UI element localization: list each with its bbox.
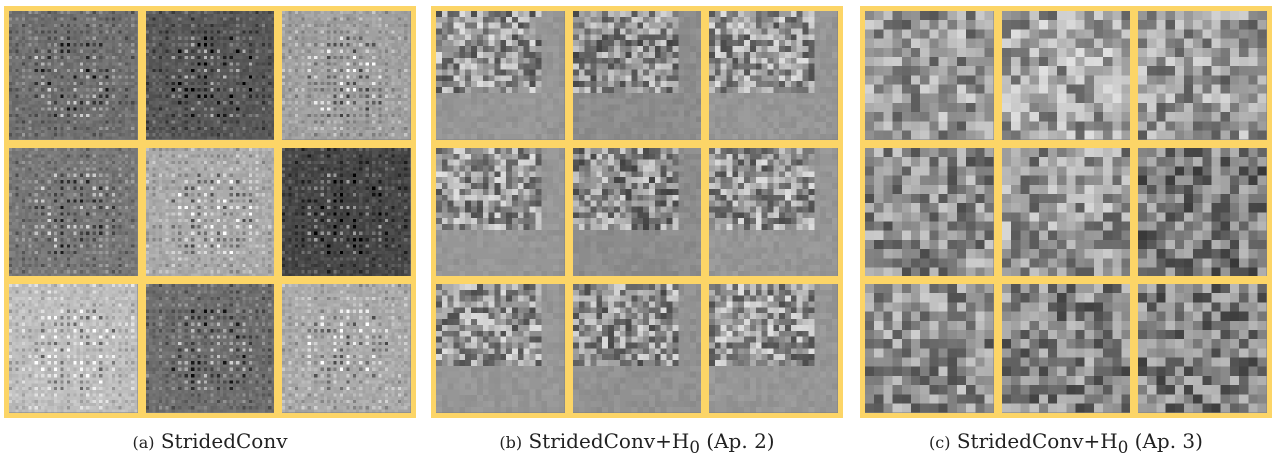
feature-map-image: [9, 11, 138, 140]
feature-map-tile: [9, 11, 138, 140]
feature-map-tile: [9, 148, 138, 277]
feature-map-image: [436, 284, 565, 413]
feature-map-image: [1002, 284, 1131, 413]
feature-map-image: [709, 11, 838, 140]
caption-b-tag: (b): [499, 433, 522, 452]
feature-map-image: [146, 284, 275, 413]
feature-map-tile: [1138, 11, 1267, 140]
caption-b: (b) StridedConv+H0 (Ap. 2): [431, 428, 843, 461]
feature-map-tile: [146, 148, 275, 277]
feature-map-image: [146, 148, 275, 277]
feature-map-image: [9, 148, 138, 277]
feature-map-tile: [709, 148, 838, 277]
feature-map-tile: [709, 284, 838, 413]
feature-map-tile: [436, 11, 565, 140]
caption-c-tag: (c): [929, 433, 950, 452]
feature-map-image: [436, 148, 565, 277]
feature-map-image: [9, 284, 138, 413]
caption-c: (c) StridedConv+H0 (Ap. 3): [860, 428, 1272, 461]
caption-c-suffix: (Ap. 3): [1128, 429, 1203, 453]
feature-map-image: [573, 284, 702, 413]
feature-map-tile: [146, 11, 275, 140]
feature-map-image: [146, 11, 275, 140]
caption-b-suffix: (Ap. 2): [700, 429, 775, 453]
feature-map-tile: [436, 284, 565, 413]
feature-map-tile: [865, 11, 994, 140]
feature-map-image: [436, 11, 565, 140]
feature-map-image: [1002, 11, 1131, 140]
caption-b-text: StridedConv+H: [528, 429, 689, 453]
feature-map-tile: [865, 284, 994, 413]
feature-map-image: [282, 284, 411, 413]
feature-map-tile: [282, 148, 411, 277]
feature-map-tile: [436, 148, 565, 277]
feature-map-tile: [282, 11, 411, 140]
feature-map-image: [709, 148, 838, 277]
feature-map-image: [865, 11, 994, 140]
feature-map-image: [865, 148, 994, 277]
caption-b-sub: 0: [689, 438, 700, 457]
feature-map-image: [282, 11, 411, 140]
feature-map-image: [709, 284, 838, 413]
feature-map-tile: [865, 148, 994, 277]
feature-map-tile: [1138, 148, 1267, 277]
feature-map-tile: [1002, 148, 1131, 277]
feature-map-image: [1138, 284, 1267, 413]
caption-a-tag: (a): [132, 433, 154, 452]
feature-map-tile: [1002, 11, 1131, 140]
feature-map-tile: [1138, 284, 1267, 413]
feature-map-tile: [573, 11, 702, 140]
feature-map-image: [282, 148, 411, 277]
panel-b-grid: [431, 6, 843, 418]
feature-map-tile: [9, 284, 138, 413]
feature-map-image: [1138, 11, 1267, 140]
caption-c-text: StridedConv+H: [957, 429, 1118, 453]
panel-a-grid: [4, 6, 416, 418]
feature-map-tile: [282, 284, 411, 413]
panel-c-grid: [860, 6, 1272, 418]
feature-map-tile: [573, 148, 702, 277]
caption-c-sub: 0: [1118, 438, 1129, 457]
feature-map-image: [1002, 148, 1131, 277]
feature-map-image: [573, 148, 702, 277]
caption-a-text: StridedConv: [161, 429, 288, 453]
feature-map-image: [865, 284, 994, 413]
feature-map-tile: [709, 11, 838, 140]
feature-map-tile: [1002, 284, 1131, 413]
caption-a: (a) StridedConv: [4, 428, 416, 461]
feature-map-tile: [573, 284, 702, 413]
feature-map-tile: [146, 284, 275, 413]
feature-map-image: [573, 11, 702, 140]
feature-map-image: [1138, 148, 1267, 277]
